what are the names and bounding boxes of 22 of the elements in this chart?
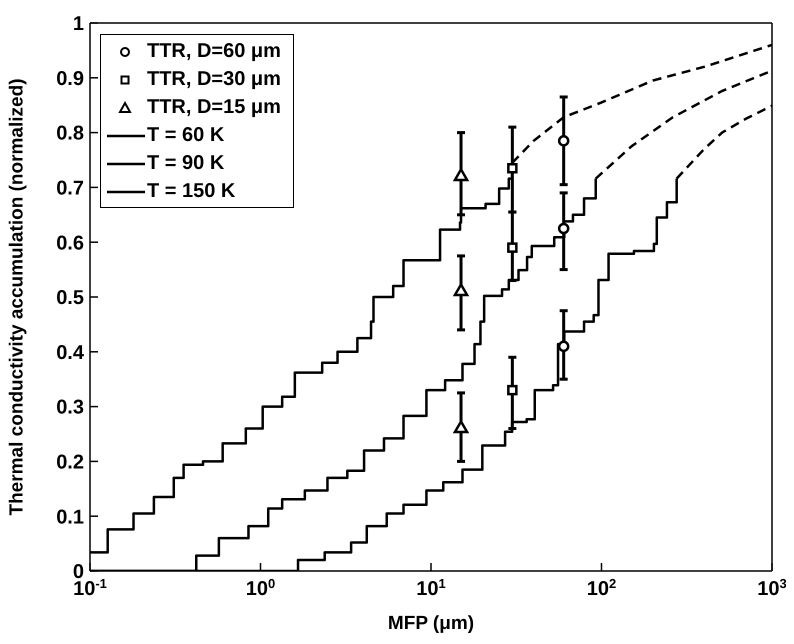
y-tick-label: 0.6: [56, 232, 84, 254]
legend-label: TTR, D=30 μm: [146, 67, 281, 92]
y-axis-title: Thermal conductivity accumulation (normalized): [6, 78, 28, 516]
x-tick-label: 10$^{2}$: [586, 576, 616, 600]
x-tick-label: 10$^{1}$: [416, 576, 446, 600]
y-tick-label: 0.5: [56, 287, 84, 310]
y-tick-label: 0.3: [56, 396, 84, 419]
legend-label: T = 90 K: [146, 151, 226, 176]
x-axis-title: MFP (μm): [388, 613, 474, 634]
legend-label: TTR, D=15 μm: [146, 95, 281, 120]
legend-label: T = 60 K: [146, 123, 226, 148]
y-tick-label: 0.1: [56, 506, 84, 528]
x-tick-label: 10$^{3}$: [757, 576, 787, 600]
y-tick-label: 0.8: [56, 122, 84, 145]
y-tick-label: 0.2: [56, 452, 84, 474]
y-tick-label: 1: [72, 13, 84, 36]
y-tick-label: 0.9: [56, 68, 84, 90]
x-tick-label: 10$^{0}$: [246, 576, 276, 600]
y-tick-label: 0.4: [56, 342, 85, 364]
legend-label: T = 150 K: [146, 179, 236, 204]
legend-label: TTR, D=60 μm: [146, 39, 281, 64]
y-tick-label: 0.7: [56, 178, 84, 200]
